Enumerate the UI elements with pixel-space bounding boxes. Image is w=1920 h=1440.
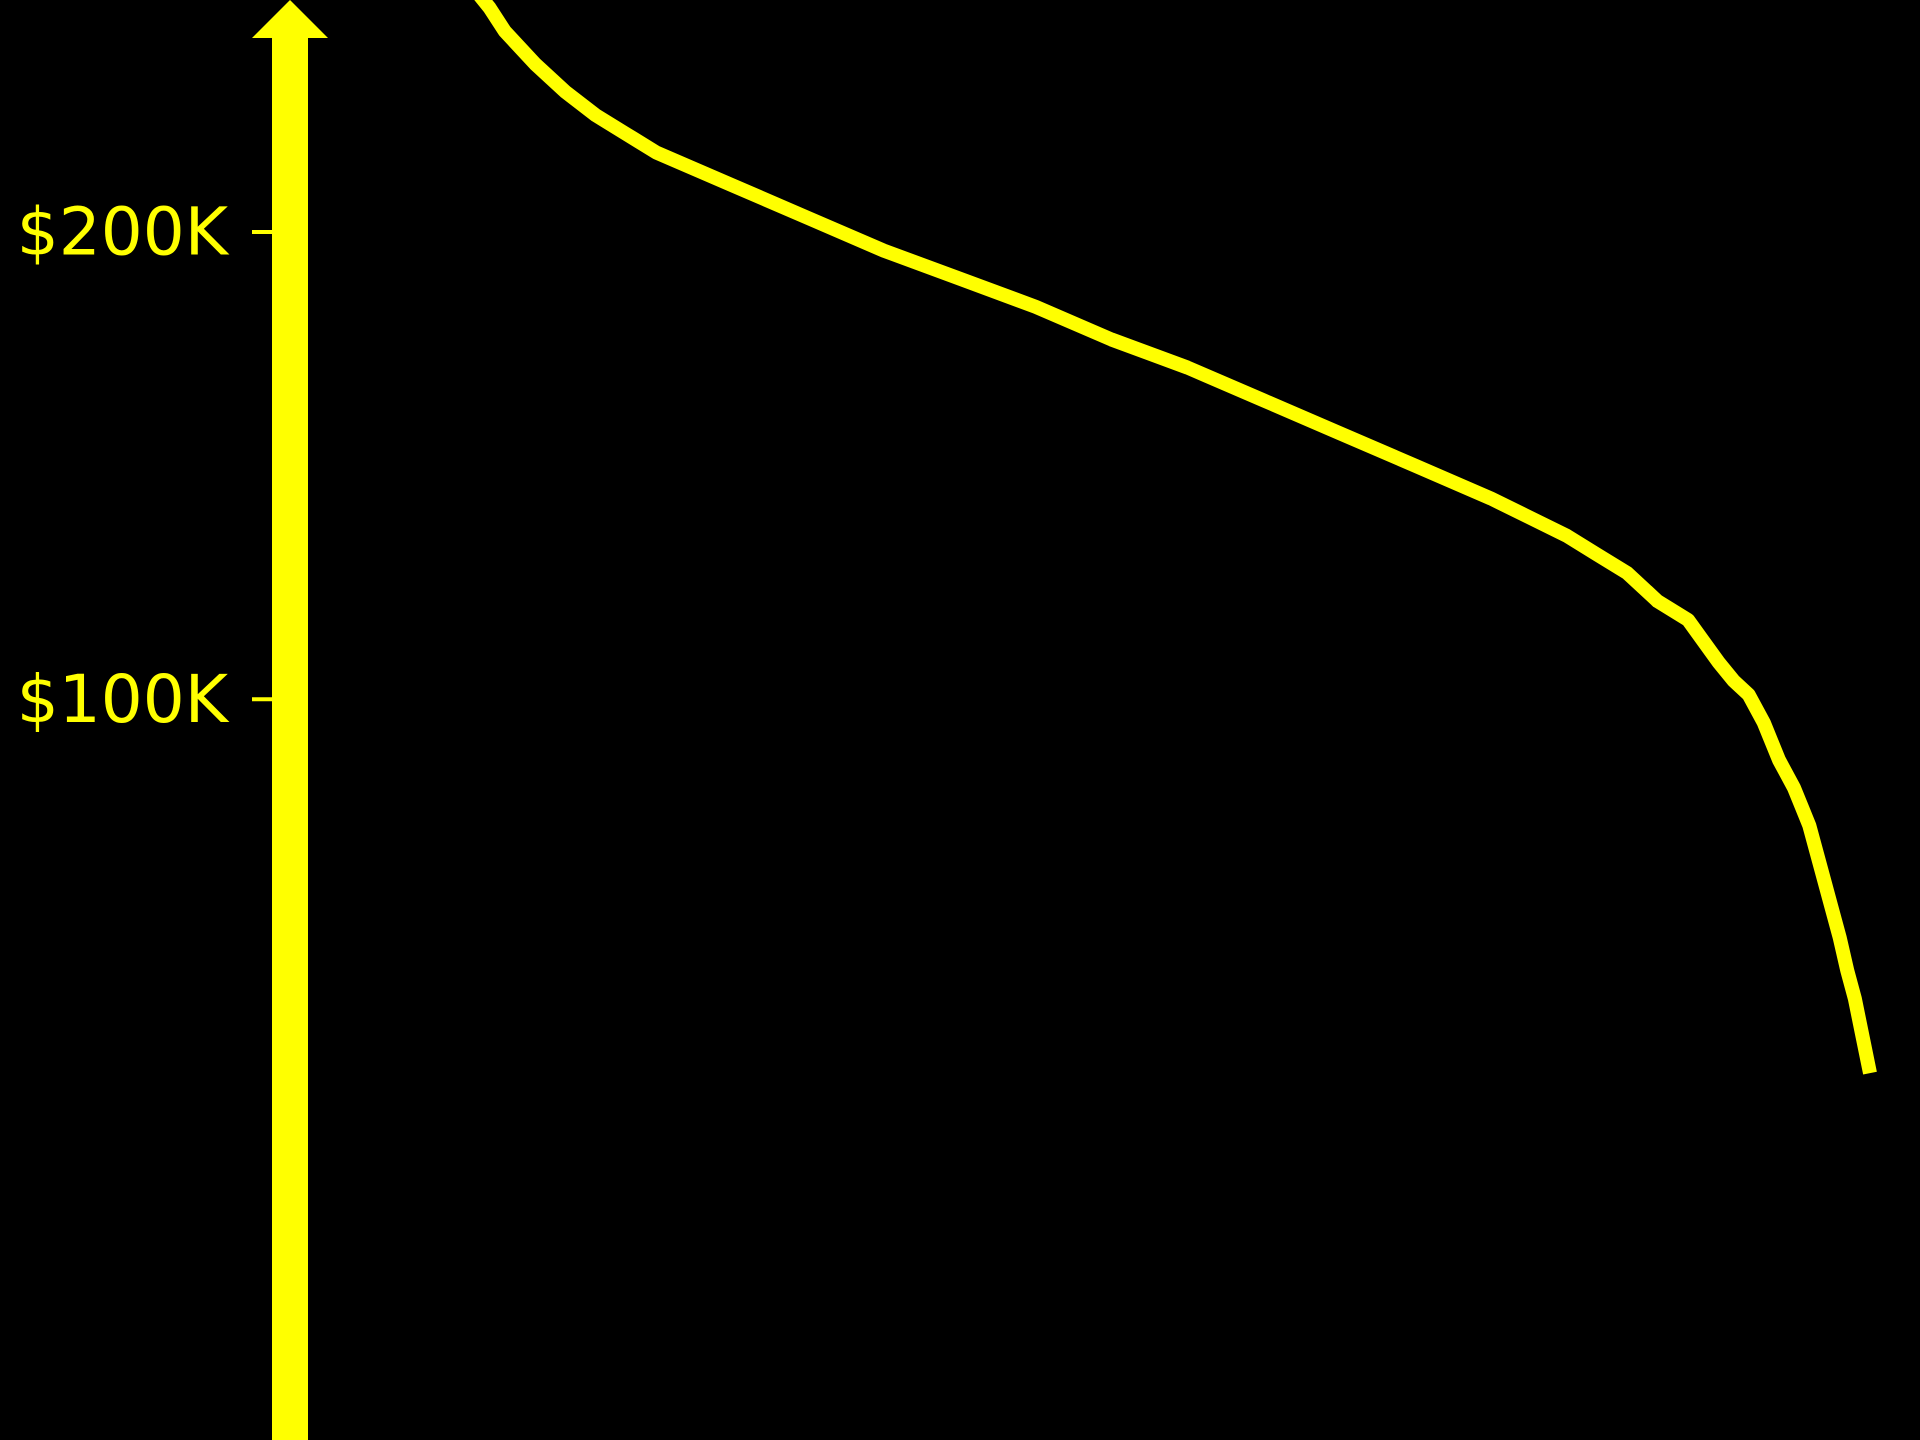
y-axis [252, 0, 328, 1440]
y-tick-label: $100K [17, 661, 230, 738]
y-axis-ticks: $100K$200K$300K [17, 0, 272, 738]
y-tick-label: $200K [17, 194, 230, 271]
data-series-line [353, 0, 1870, 1073]
y-axis-arrow-icon [252, 0, 328, 38]
y-axis-line [272, 36, 308, 1440]
